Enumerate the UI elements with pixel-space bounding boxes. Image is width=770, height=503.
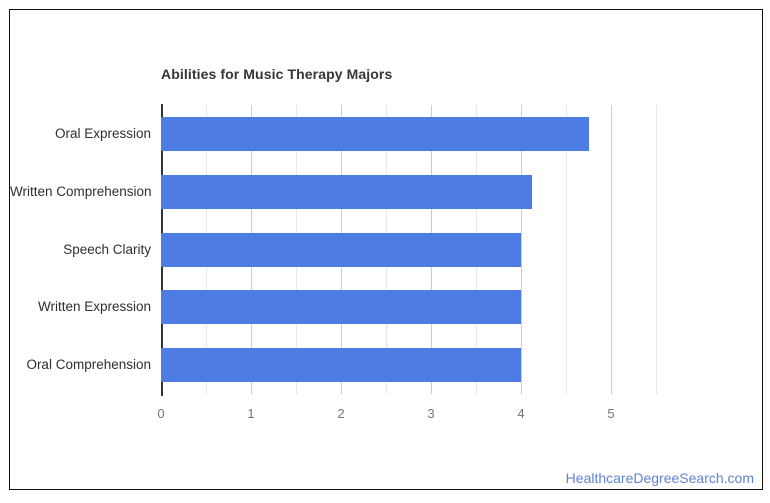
bar-oral-comprehension	[161, 348, 521, 383]
x-tick-label: 3	[427, 406, 435, 421]
x-tick-label: 2	[337, 406, 345, 421]
minor-gridline	[656, 105, 657, 394]
plot-area	[161, 104, 657, 396]
category-label: Written Expression	[37, 299, 151, 315]
attribution-link[interactable]: HealthcareDegreeSearch.com	[565, 470, 754, 486]
category-label: Speech Clarity	[63, 241, 151, 257]
category-label: Oral Comprehension	[26, 357, 151, 373]
bar-written-comprehension	[161, 174, 532, 209]
x-tick-label: 0	[157, 406, 165, 421]
x-tick-label: 1	[247, 406, 255, 421]
x-tick-label: 4	[517, 406, 525, 421]
category-axis: Oral Expression Written Comprehension Spee…	[10, 105, 156, 394]
category-label: Written Comprehension	[10, 183, 152, 199]
x-tick-label: 5	[607, 406, 615, 421]
major-gridline	[521, 105, 522, 394]
bar-speech-clarity	[161, 232, 521, 267]
category-label: Oral Expression	[54, 125, 151, 141]
major-gridline	[611, 105, 612, 394]
chart-title: Abilities for Music Therapy Majors	[161, 66, 393, 82]
bar-oral-expression	[161, 116, 589, 151]
x-axis: 0 1 2 3 4 5	[157, 406, 656, 424]
chart-card: Abilities for Music Therapy Majors Oral …	[9, 9, 763, 490]
bar-written-expression	[161, 290, 521, 325]
minor-gridline	[566, 105, 567, 394]
